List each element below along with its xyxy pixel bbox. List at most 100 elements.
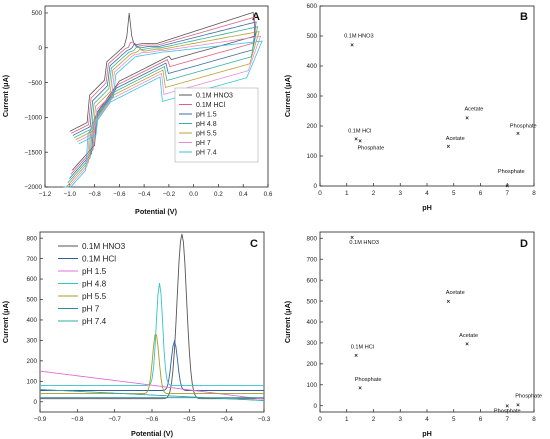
a-y-tick-label: −2000 xyxy=(24,184,42,191)
x-axis-label-d: pH xyxy=(422,429,432,438)
d-x-tick-label: 3 xyxy=(398,416,402,423)
a-x-tick-label: −0.2 xyxy=(163,191,176,198)
d-point-label: Acetate xyxy=(446,290,465,296)
d-data-point: × xyxy=(447,298,451,305)
y-axis-label-c: Current (μA) xyxy=(1,300,10,343)
a-x-tick-label: 0.2 xyxy=(214,191,223,198)
panel-d-label: D xyxy=(520,238,528,250)
c-y-tick-label: 600 xyxy=(26,276,37,283)
x-axis-label-c: Potential (V) xyxy=(131,429,174,438)
b-y-tick-label: 400 xyxy=(306,63,317,70)
a-y-tick-label: −1500 xyxy=(24,149,42,156)
d-x-tick-label: 2 xyxy=(372,416,376,423)
c-y-tick-label: 200 xyxy=(26,358,37,365)
d-point-label: 0.1M HCl xyxy=(351,344,374,350)
x-axis-label-b: pH xyxy=(422,203,432,212)
b-x-tick-label: 7 xyxy=(505,190,509,197)
b-y-tick-label: 600 xyxy=(306,3,317,10)
legend-a-box xyxy=(174,87,259,163)
a-x-tick-label: −1.0 xyxy=(64,191,77,198)
d-data-point: × xyxy=(516,402,520,409)
legend-c-entry: pH 5.5 xyxy=(82,292,107,301)
c-x-tick-label: −0.6 xyxy=(146,416,159,423)
b-point-label: 0.1M HCl xyxy=(348,129,371,135)
legend-c-entry: pH 7 xyxy=(82,305,100,314)
dpv-series-line xyxy=(39,389,264,401)
c-y-tick-label: 800 xyxy=(26,235,37,242)
d-y-tick-label: 500 xyxy=(306,298,317,305)
dpv-series-line xyxy=(40,283,264,386)
c-x-tick-label: −0.9 xyxy=(34,416,47,423)
b-point-label: Acetate xyxy=(446,136,465,142)
legend-a-entry: pH 5.5 xyxy=(196,130,217,137)
d-x-tick-label: 1 xyxy=(345,416,349,423)
b-data-point: × xyxy=(358,138,362,145)
legend-a-entry: pH 4.8 xyxy=(196,121,217,128)
d-x-tick-label: 8 xyxy=(532,416,536,423)
legend-c-entry: pH 7.4 xyxy=(82,317,107,326)
b-data-point: × xyxy=(516,131,520,138)
d-data-point: × xyxy=(505,403,509,410)
d-point-label: 0.1M HNO3 xyxy=(349,240,379,246)
d-x-tick-label: 7 xyxy=(505,416,509,423)
d-x-tick-label: 6 xyxy=(479,416,483,423)
b-y-tick-label: 500 xyxy=(306,33,317,40)
a-y-tick-label: −500 xyxy=(28,80,43,87)
a-x-tick-label: 0.0 xyxy=(189,191,198,198)
b-point-label: 0.1M HNO3 xyxy=(344,34,374,40)
b-point-label: Phosphate xyxy=(498,169,525,175)
legend-c-entry: 0.1M HCl xyxy=(82,255,116,264)
legend-c-entry: pH 1.5 xyxy=(82,267,107,276)
d-data-point: × xyxy=(354,353,358,360)
dpv-series-line xyxy=(40,339,264,391)
b-y-tick-label: 300 xyxy=(306,93,317,100)
y-axis-label-a: Current (μA) xyxy=(1,74,10,117)
b-x-tick-label: 5 xyxy=(452,190,456,197)
legend-a-entry: 0.1M HNO3 xyxy=(196,92,233,99)
b-y-tick-label: 0 xyxy=(313,183,317,190)
d-y-tick-label: 800 xyxy=(306,235,317,242)
d-y-tick-label: 700 xyxy=(306,256,317,263)
d-point-label: Phosphate xyxy=(515,394,542,400)
cv-series-line xyxy=(63,40,263,188)
a-y-tick-label: 0 xyxy=(38,45,42,52)
panel-c: C −0.9 −0.8 −0.7 −0.6 −0.5 −0.4 −0.3 0 100 200 300… xyxy=(1,231,271,438)
panel-b: B 0 1 2 3 4 5 6 7 8 0 100 200 300 400 500 600 × 0.1M HNO… xyxy=(283,3,537,212)
b-point-label: Phosphate xyxy=(357,146,384,152)
cv-series-line xyxy=(66,30,260,188)
legend-a: 0.1M HNO3 0.1M HCl pH 1.5 pH 4.8 pH 5.5 pH 7 p… xyxy=(174,87,259,163)
y-axis-label-d: Current (μA) xyxy=(283,300,292,343)
c-y-tick-label: 500 xyxy=(26,297,37,304)
b-x-tick-label: 4 xyxy=(425,190,429,197)
legend-a-entry: pH 7 xyxy=(196,140,211,147)
cv-series-line xyxy=(69,21,257,179)
d-x-tick-label: 5 xyxy=(452,416,456,423)
cv-series-line xyxy=(70,16,256,175)
d-data-point: × xyxy=(358,385,362,392)
c-x-tick-label: −0.4 xyxy=(220,416,233,423)
b-data-point: × xyxy=(465,115,469,122)
b-data-point: × xyxy=(447,143,451,150)
a-x-tick-label: −0.6 xyxy=(113,191,126,198)
c-y-tick-label: 400 xyxy=(26,317,37,324)
c-x-tick-label: −0.8 xyxy=(71,416,84,423)
panel-a: A −1.2 −1.0 −0.8 −0.6 −0.4 −0.2 0.0 0.2 0.4 0.6 −2… xyxy=(1,5,273,216)
b-x-tick-label: 8 xyxy=(532,190,536,197)
d-point-label: Phosphate xyxy=(494,409,521,415)
x-axis-label-a: Potential (V) xyxy=(135,207,178,216)
legend-a-entry: pH 7.4 xyxy=(196,149,217,156)
a-x-tick-label: −1.2 xyxy=(39,191,52,198)
b-x-tick-label: 0 xyxy=(318,190,322,197)
d-point-label: Phosphate xyxy=(355,377,382,383)
b-x-tick-label: 2 xyxy=(372,190,376,197)
d-data-point: × xyxy=(465,341,469,348)
b-y-tick-label: 200 xyxy=(306,123,317,130)
a-y-tick-label: 500 xyxy=(31,10,42,17)
b-x-tick-label: 3 xyxy=(398,190,402,197)
panel-b-label: B xyxy=(520,11,528,23)
a-x-tick-label: −0.8 xyxy=(88,191,101,198)
c-x-tick-label: −0.5 xyxy=(183,416,196,423)
c-y-tick-label: 100 xyxy=(26,379,37,386)
c-x-tick-label: −0.7 xyxy=(108,416,121,423)
d-x-tick-label: 4 xyxy=(425,416,429,423)
